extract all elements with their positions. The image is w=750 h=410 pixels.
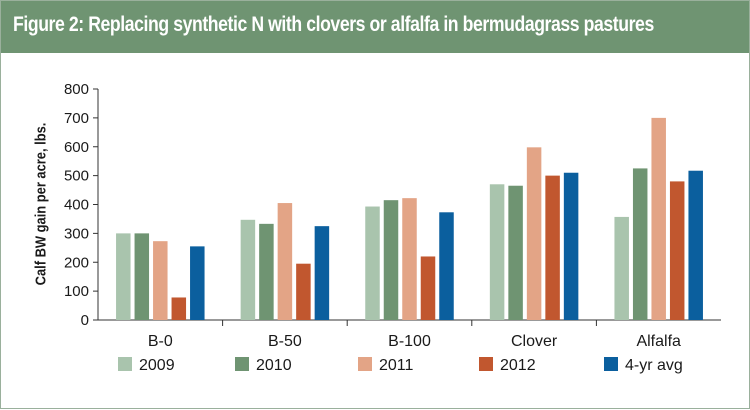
bar [614,216,629,320]
x-tick-label: B-50 [268,333,302,350]
bar [489,184,505,320]
legend-swatch [118,357,132,371]
y-tick-label: 500 [64,168,89,185]
bar [688,170,703,320]
legend-swatch [479,357,493,371]
y-tick-label: 600 [64,139,89,156]
bar [116,233,131,320]
x-tick-label: Clover [511,333,558,350]
x-tick-label: B-100 [388,333,431,350]
y-tick-label: 100 [64,283,89,300]
bar [651,117,666,320]
y-tick-label: 400 [64,197,89,214]
bar [296,263,311,320]
y-tick-label: 200 [64,254,89,271]
bar [669,181,685,320]
bar [402,198,417,320]
chart-title: Figure 2: Replacing synthetic N with clo… [13,13,654,36]
legend-swatch [235,357,249,371]
bar [134,233,150,320]
legend-swatch [604,357,618,371]
y-tick-label: 700 [64,110,89,127]
bar [383,200,399,320]
y-tick-label: 300 [64,225,89,242]
legend-label: 2010 [256,357,292,374]
x-tick-label: Alfalfa [636,333,681,350]
bar [632,168,648,320]
bar [365,206,380,320]
legend-label: 2011 [379,357,414,374]
bar [153,241,168,320]
bar [508,185,523,320]
y-tick-label: 0 [81,312,89,329]
legend-swatch [358,357,372,371]
bar [277,203,293,320]
bar [563,172,579,320]
bar [171,297,187,320]
bar [314,226,330,320]
bar [259,223,274,320]
title-bar: Figure 2: Replacing synthetic N with clo… [1,1,749,53]
bar [190,246,205,320]
y-tick-label: 800 [64,81,89,98]
bar [545,175,560,320]
legend-label: 2012 [500,357,536,374]
x-tick-label: B-0 [148,333,173,350]
bar [526,147,542,320]
legend-label: 4-yr avg [625,357,683,374]
bar [420,256,436,320]
legend-label: 2009 [139,357,175,374]
bar [240,219,256,320]
bar [439,212,454,320]
